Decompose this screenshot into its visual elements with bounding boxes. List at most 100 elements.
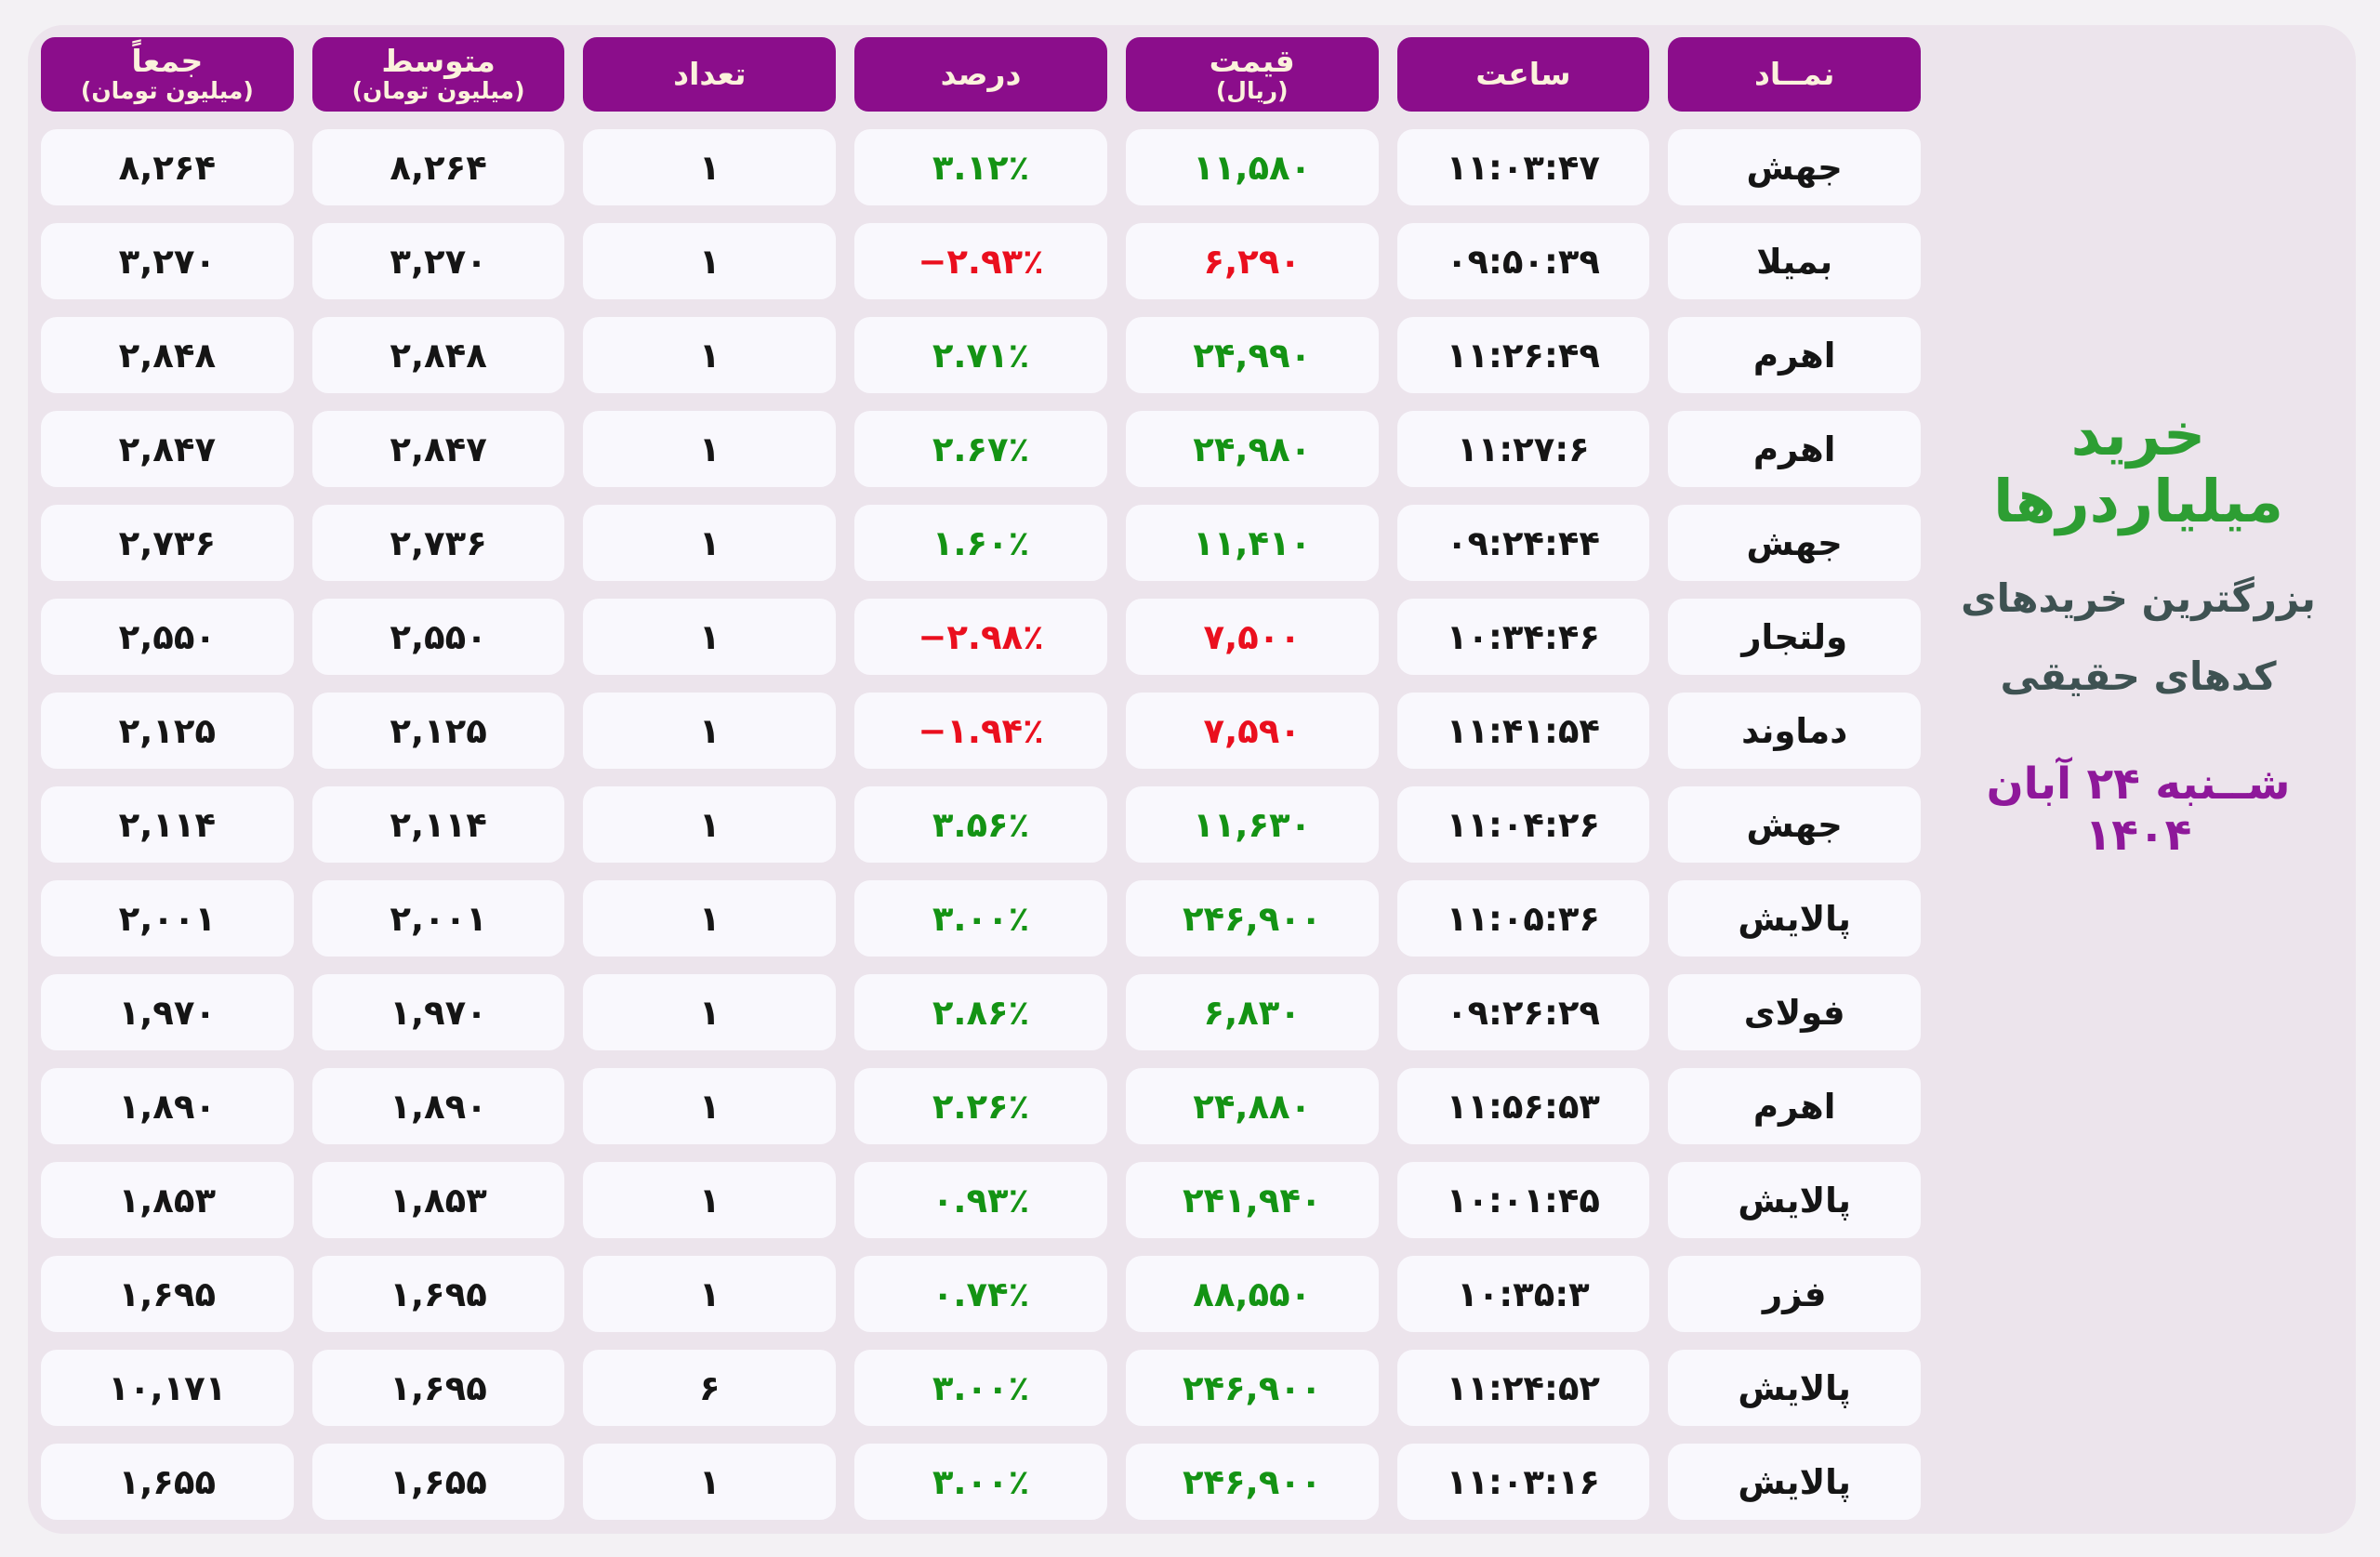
cell-count: ۱	[583, 1256, 837, 1332]
table-row: پالایش ۱۱:۰۵:۳۶ ۲۴۶,۹۰۰ ۳.۰۰٪ ۱ ۲,۰۰۱ ۲,…	[41, 880, 1921, 957]
cell-time: ۱۱:۰۳:۴۷	[1396, 129, 1650, 205]
cell-symbol: فولای	[1668, 974, 1921, 1050]
cell-count: ۱	[583, 1444, 837, 1520]
cell-total: ۱,۹۷۰	[41, 974, 294, 1050]
cell-average: ۱,۸۵۳	[311, 1162, 565, 1238]
table-row: فزر ۱۰:۳۵:۳ ۸۸,۵۵۰ ۰.۷۴٪ ۱ ۱,۶۹۵ ۱,۶۹۵	[41, 1256, 1921, 1332]
cell-percent: ۳.۰۰٪	[854, 1350, 1107, 1426]
header-price-unit: (ریال)	[1215, 77, 1289, 105]
cell-average: ۱,۸۹۰	[311, 1068, 565, 1144]
cell-symbol: اهرم	[1668, 1068, 1921, 1144]
cell-time: ۱۱:۵۶:۵۳	[1396, 1068, 1650, 1144]
cell-total: ۲,۷۳۶	[41, 505, 294, 581]
cell-symbol: بمیلا	[1668, 223, 1921, 299]
cell-average: ۱,۹۷۰	[311, 974, 565, 1050]
cell-time: ۱۱:۲۶:۴۹	[1396, 317, 1650, 393]
cell-average: ۲,۸۴۷	[311, 411, 565, 487]
table-row: اهرم ۱۱:۵۶:۵۳ ۲۴,۸۸۰ ۲.۲۶٪ ۱ ۱,۸۹۰ ۱,۸۹۰	[41, 1068, 1921, 1144]
cell-price: ۶,۸۳۰	[1125, 974, 1379, 1050]
header-time-label: ساعت	[1475, 55, 1571, 92]
cell-symbol: فزر	[1668, 1256, 1921, 1332]
cell-time: ۱۱:۰۳:۱۶	[1396, 1444, 1650, 1520]
cell-count: ۱	[583, 974, 837, 1050]
cell-total: ۳,۲۷۰	[41, 223, 294, 299]
table-row: جهش ۱۱:۰۳:۴۷ ۱۱,۵۸۰ ۳.۱۲٪ ۱ ۸,۲۶۴ ۸,۲۶۴	[41, 129, 1921, 205]
cell-percent: −۱.۹۴٪	[854, 693, 1107, 769]
header-symbol: نمــاد	[1668, 37, 1921, 112]
cell-price: ۱۱,۴۱۰	[1125, 505, 1379, 581]
cell-time: ۱۱:۴۱:۵۴	[1396, 693, 1650, 769]
cell-symbol: اهرم	[1668, 317, 1921, 393]
header-average-label: متوسط	[381, 42, 496, 79]
cell-percent: ۲.۷۱٪	[854, 317, 1107, 393]
cell-price: ۲۴۱,۹۴۰	[1125, 1162, 1379, 1238]
cell-price: ۱۱,۵۸۰	[1125, 129, 1379, 205]
table-row: دماوند ۱۱:۴۱:۵۴ ۷,۵۹۰ −۱.۹۴٪ ۱ ۲,۱۲۵ ۲,۱…	[41, 693, 1921, 769]
table-row: اهرم ۱۱:۲۷:۶ ۲۴,۹۸۰ ۲.۶۷٪ ۱ ۲,۸۴۷ ۲,۸۴۷	[41, 411, 1921, 487]
cell-total: ۸,۲۶۴	[41, 129, 294, 205]
page-title: خرید میلیاردرها	[1992, 401, 2284, 536]
cell-time: ۱۱:۲۴:۵۲	[1396, 1350, 1650, 1426]
table-row: بمیلا ۰۹:۵۰:۳۹ ۶,۲۹۰ −۲.۹۳٪ ۱ ۳,۲۷۰ ۳,۲۷…	[41, 223, 1921, 299]
subtitle-line-1: بزرگترین خریدهای	[1961, 574, 2316, 621]
cell-symbol: جهش	[1668, 129, 1921, 205]
cell-average: ۲,۱۱۴	[311, 786, 565, 863]
cell-count: ۱	[583, 880, 837, 957]
table-row: جهش ۱۱:۰۴:۲۶ ۱۱,۶۳۰ ۳.۵۶٪ ۱ ۲,۱۱۴ ۲,۱۱۴	[41, 786, 1921, 863]
cell-average: ۱,۶۹۵	[311, 1350, 565, 1426]
cell-symbol: اهرم	[1668, 411, 1921, 487]
header-average-unit: (میلیون تومان)	[351, 77, 525, 105]
cell-percent: ۳.۵۶٪	[854, 786, 1107, 863]
cell-percent: −۲.۹۸٪	[854, 599, 1107, 675]
cell-count: ۱	[583, 411, 837, 487]
table-row: ولتجار ۱۰:۳۴:۴۶ ۷,۵۰۰ −۲.۹۸٪ ۱ ۲,۵۵۰ ۲,۵…	[41, 599, 1921, 675]
cell-count: ۱	[583, 1162, 837, 1238]
table-row: فولای ۰۹:۲۶:۲۹ ۶,۸۳۰ ۲.۸۶٪ ۱ ۱,۹۷۰ ۱,۹۷۰	[41, 974, 1921, 1050]
cell-symbol: جهش	[1668, 786, 1921, 863]
header-total-unit: (میلیون تومان)	[80, 77, 254, 105]
cell-price: ۲۴۶,۹۰۰	[1125, 1444, 1379, 1520]
cell-count: ۱	[583, 223, 837, 299]
cell-symbol: پالایش	[1668, 1350, 1921, 1426]
header-percent-label: درصد	[940, 55, 1022, 92]
table-header-row: نمــاد ساعت قیمت (ریال) درصد تعداد متوسط…	[41, 37, 1921, 112]
cell-percent: −۲.۹۳٪	[854, 223, 1107, 299]
cell-time: ۱۱:۲۷:۶	[1396, 411, 1650, 487]
cell-count: ۱	[583, 599, 837, 675]
cell-percent: ۲.۶۷٪	[854, 411, 1107, 487]
cell-price: ۲۴,۹۸۰	[1125, 411, 1379, 487]
cell-total: ۱,۶۵۵	[41, 1444, 294, 1520]
cell-time: ۰۹:۲۶:۲۹	[1396, 974, 1650, 1050]
cell-count: ۱	[583, 129, 837, 205]
cell-time: ۱۱:۰۵:۳۶	[1396, 880, 1650, 957]
cell-total: ۱,۶۹۵	[41, 1256, 294, 1332]
table-row: پالایش ۱۱:۲۴:۵۲ ۲۴۶,۹۰۰ ۳.۰۰٪ ۶ ۱,۶۹۵ ۱۰…	[41, 1350, 1921, 1426]
cell-price: ۷,۵۰۰	[1125, 599, 1379, 675]
header-price: قیمت (ریال)	[1125, 37, 1379, 112]
cell-average: ۲,۷۳۶	[311, 505, 565, 581]
cell-average: ۲,۸۴۸	[311, 317, 565, 393]
cell-total: ۲,۸۴۷	[41, 411, 294, 487]
data-table: نمــاد ساعت قیمت (ریال) درصد تعداد متوسط…	[41, 37, 1921, 1522]
cell-percent: ۳.۰۰٪	[854, 880, 1107, 957]
cell-count: ۱	[583, 693, 837, 769]
cell-percent: ۰.۹۳٪	[854, 1162, 1107, 1238]
cell-price: ۶,۲۹۰	[1125, 223, 1379, 299]
table-row: جهش ۰۹:۲۴:۴۴ ۱۱,۴۱۰ ۱.۶۰٪ ۱ ۲,۷۳۶ ۲,۷۳۶	[41, 505, 1921, 581]
cell-time: ۱۰:۰۱:۴۵	[1396, 1162, 1650, 1238]
cell-average: ۲,۱۲۵	[311, 693, 565, 769]
cell-percent: ۱.۶۰٪	[854, 505, 1107, 581]
cell-total: ۱۰,۱۷۱	[41, 1350, 294, 1426]
cell-price: ۱۱,۶۳۰	[1125, 786, 1379, 863]
cell-price: ۷,۵۹۰	[1125, 693, 1379, 769]
cell-symbol: پالایش	[1668, 1162, 1921, 1238]
cell-symbol: پالایش	[1668, 1444, 1921, 1520]
cell-price: ۲۴,۹۹۰	[1125, 317, 1379, 393]
cell-count: ۱	[583, 786, 837, 863]
cell-average: ۸,۲۶۴	[311, 129, 565, 205]
header-symbol-label: نمــاد	[1753, 55, 1835, 92]
cell-count: ۶	[583, 1350, 837, 1426]
infographic-panel: خرید میلیاردرها بزرگترین خریدهای کدهای ح…	[28, 25, 2356, 1534]
cell-count: ۱	[583, 317, 837, 393]
subtitle-line-2: کدهای حقیقی	[2000, 653, 2277, 700]
